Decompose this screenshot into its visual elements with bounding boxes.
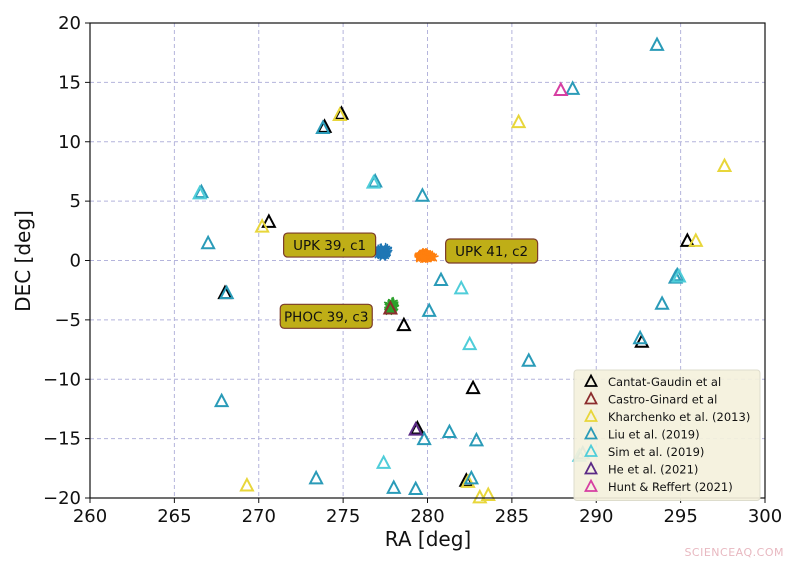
legend-label: Hunt & Reffert (2021) bbox=[608, 480, 733, 494]
cluster-label-box bbox=[445, 238, 539, 264]
triangle-marker bbox=[460, 473, 476, 488]
triangle-marker bbox=[332, 106, 348, 121]
cluster-label-box bbox=[279, 303, 373, 329]
y-tick-label: −5 bbox=[54, 310, 81, 331]
triangle-marker bbox=[632, 329, 648, 345]
y-tick-label: 20 bbox=[58, 13, 81, 34]
x-tick-label: 275 bbox=[326, 506, 360, 527]
legend-marker bbox=[584, 443, 598, 457]
cluster-label-text: UPK 41, c2 bbox=[455, 244, 528, 260]
triangle-marker bbox=[382, 299, 399, 315]
cluster-label-box bbox=[283, 232, 377, 258]
triangle-marker bbox=[453, 279, 469, 295]
y-tick-label: −20 bbox=[43, 488, 81, 509]
triangle-marker bbox=[386, 479, 402, 494]
cluster-point bbox=[416, 251, 427, 261]
triangle-marker bbox=[679, 232, 696, 247]
triangle-marker bbox=[254, 218, 270, 233]
triangle-marker bbox=[414, 187, 431, 202]
triangle-marker bbox=[462, 335, 478, 351]
x-tick-label: 285 bbox=[495, 506, 529, 527]
legend-marker bbox=[584, 408, 598, 422]
triangle-marker bbox=[396, 316, 412, 332]
legend-marker bbox=[584, 478, 598, 492]
triangle-marker bbox=[219, 284, 235, 300]
x-tick-label: 270 bbox=[242, 506, 276, 527]
axis-ticks: 260 265 270 275 280 285 290 295 300 −20 −15 −10 −5 0 5… bbox=[43, 13, 782, 527]
y-tick-label: 15 bbox=[58, 72, 81, 93]
triangle-marker bbox=[667, 269, 684, 284]
legend: Cantat-Gaudin et al Castro-Ginard et al Kh… bbox=[573, 369, 761, 501]
triangle-marker bbox=[472, 488, 488, 504]
triangle-marker bbox=[408, 421, 424, 436]
triangle-marker bbox=[192, 184, 208, 200]
triangle-marker bbox=[564, 80, 581, 95]
legend-label: Kharchenko et al. (2013) bbox=[608, 410, 750, 424]
triangle-marker bbox=[408, 480, 424, 496]
x-tick-label: 300 bbox=[748, 506, 782, 527]
triangle-marker bbox=[480, 486, 496, 501]
triangle-marker bbox=[441, 423, 458, 439]
cluster-label: PHOC 39, c3 bbox=[279, 303, 373, 329]
triangle-marker bbox=[521, 352, 537, 367]
legend-label: Sim et al. (2019) bbox=[608, 445, 704, 459]
x-tick-label: 295 bbox=[663, 506, 697, 527]
legend-marker bbox=[584, 426, 598, 440]
cluster-label-text: UPK 39, c1 bbox=[293, 238, 366, 254]
x-tick-label: 290 bbox=[579, 506, 613, 527]
triangle-marker bbox=[654, 295, 670, 310]
cluster-label-text: PHOC 39, c3 bbox=[284, 309, 368, 325]
triangle-marker bbox=[261, 213, 277, 228]
x-axis-title: RA [deg] bbox=[385, 527, 471, 551]
triangle-marker bbox=[239, 476, 255, 492]
triangle-marker bbox=[716, 157, 733, 173]
triangle-marker bbox=[315, 119, 331, 135]
triangle-marker bbox=[671, 267, 687, 283]
cluster-point bbox=[422, 250, 433, 260]
cluster-label: UPK 41, c2 bbox=[445, 238, 539, 264]
legend-marker bbox=[584, 461, 598, 475]
legend-label: Cantat-Gaudin et al bbox=[608, 375, 721, 389]
x-tick-label: 265 bbox=[157, 506, 191, 527]
y-axis-title: DEC [deg] bbox=[11, 210, 35, 312]
triangle-marker bbox=[433, 271, 449, 287]
triangle-marker bbox=[200, 234, 216, 250]
triangle-marker bbox=[510, 113, 527, 129]
triangle-marker bbox=[416, 430, 432, 446]
triangle-marker bbox=[308, 469, 324, 485]
x-tick-label: 260 bbox=[73, 506, 107, 527]
triangle-marker bbox=[421, 302, 437, 317]
legend-marker bbox=[584, 373, 598, 387]
triangle-marker bbox=[463, 469, 480, 485]
cluster-point bbox=[427, 252, 437, 262]
triangle-marker bbox=[365, 174, 382, 189]
y-tick-label: 5 bbox=[70, 191, 81, 212]
cluster-labels: UPK 39, c1 UPK 41, c2 PHOC 39, c3 bbox=[279, 232, 539, 329]
legend-label: Liu et al. (2019) bbox=[608, 428, 700, 442]
cluster-point bbox=[378, 250, 388, 260]
legend-label: Castro-Ginard et al bbox=[608, 393, 717, 407]
triangle-markers bbox=[192, 36, 733, 504]
y-tick-label: −15 bbox=[43, 429, 81, 450]
triangle-marker bbox=[649, 36, 665, 51]
triangle-marker bbox=[465, 379, 481, 395]
legend-label: He et al. (2021) bbox=[608, 463, 698, 477]
cluster-label: UPK 39, c1 bbox=[283, 232, 377, 258]
triangle-marker bbox=[553, 81, 569, 97]
triangle-marker bbox=[213, 392, 230, 408]
x-tick-label: 280 bbox=[410, 506, 444, 527]
legend-box bbox=[573, 369, 761, 501]
triangle-marker bbox=[468, 431, 485, 447]
triangle-marker bbox=[375, 454, 392, 469]
legend-marker bbox=[584, 391, 598, 405]
y-tick-label: −10 bbox=[43, 369, 81, 390]
y-tick-label: 0 bbox=[70, 251, 81, 272]
triangle-marker bbox=[688, 232, 704, 247]
watermark: SCIENCEAQ.COM bbox=[684, 546, 784, 559]
y-tick-label: 10 bbox=[58, 132, 81, 153]
